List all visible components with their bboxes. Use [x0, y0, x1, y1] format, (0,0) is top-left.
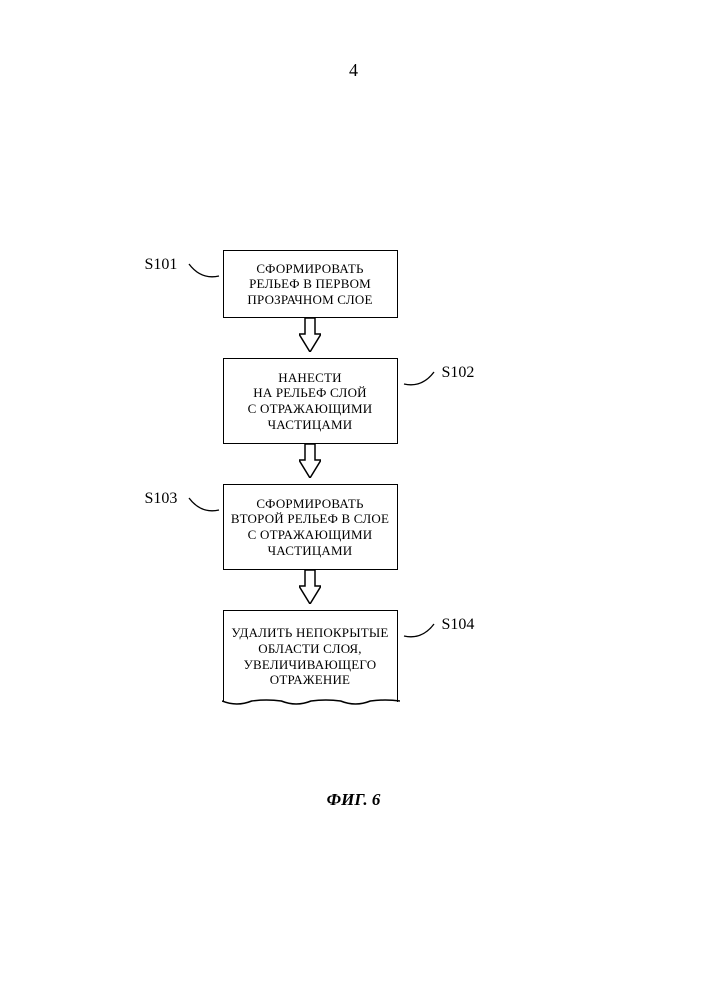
- step-label-s102: S102: [442, 364, 475, 382]
- node-text-line: ПРОЗРАЧНОМ СЛОЕ: [247, 292, 372, 308]
- leader-line: [187, 496, 221, 521]
- flow-node-s104: УДАЛИТЬ НЕПОКРЫТЫЕОБЛАСТИ СЛОЯ,УВЕЛИЧИВА…: [223, 610, 398, 702]
- node-text-line: НАНЕСТИ: [278, 370, 342, 386]
- flow-node-s101: СФОРМИРОВАТЬРЕЛЬЕФ В ПЕРВОМПРОЗРАЧНОМ СЛ…: [223, 250, 398, 318]
- node-text-line: ЧАСТИЦАМИ: [268, 543, 353, 559]
- node-text-line: НА РЕЛЬЕФ СЛОЙ: [253, 385, 367, 401]
- node-text-line: УДАЛИТЬ НЕПОКРЫТЫЕ: [231, 625, 388, 641]
- node-text-line: ОТРАЖЕНИЕ: [270, 672, 350, 688]
- step-label-s103: S103: [145, 490, 178, 508]
- node-text-line: ОБЛАСТИ СЛОЯ,: [258, 641, 361, 657]
- down-arrow-icon: [299, 318, 321, 352]
- node-text-line: СФОРМИРОВАТЬ: [256, 496, 363, 512]
- node-text-line: ЧАСТИЦАМИ: [268, 417, 353, 433]
- page-number: 4: [0, 60, 707, 81]
- page: 4 СФОРМИРОВАТЬРЕЛЬЕФ В ПЕРВОМПРОЗРАЧНОМ …: [0, 0, 707, 1000]
- leader-line: [187, 262, 221, 287]
- node-text-line: СФОРМИРОВАТЬ: [256, 261, 363, 277]
- node-text-line: ВТОРОЙ РЕЛЬЕФ В СЛОЕ: [231, 511, 389, 527]
- node-text-line: РЕЛЬЕФ В ПЕРВОМ: [249, 276, 371, 292]
- step-label-s101: S101: [145, 256, 178, 274]
- node-text-line: С ОТРАЖАЮЩИМИ: [248, 527, 373, 543]
- down-arrow-icon: [299, 444, 321, 478]
- step-label-s104: S104: [442, 616, 475, 634]
- down-arrow-icon: [299, 570, 321, 604]
- flowchart: СФОРМИРОВАТЬРЕЛЬЕФ В ПЕРВОМПРОЗРАЧНОМ СЛ…: [0, 250, 707, 702]
- figure-caption: ФИГ. 6: [0, 790, 707, 810]
- torn-edge: [222, 697, 398, 709]
- flow-node-s102: НАНЕСТИНА РЕЛЬЕФ СЛОЙС ОТРАЖАЮЩИМИЧАСТИЦ…: [223, 358, 398, 444]
- flow-node-s103: СФОРМИРОВАТЬВТОРОЙ РЕЛЬЕФ В СЛОЕС ОТРАЖА…: [223, 484, 398, 570]
- node-text-line: УВЕЛИЧИВАЮЩЕГО: [244, 657, 377, 673]
- node-text-line: С ОТРАЖАЮЩИМИ: [248, 401, 373, 417]
- leader-line: [402, 622, 436, 647]
- leader-line: [402, 370, 436, 395]
